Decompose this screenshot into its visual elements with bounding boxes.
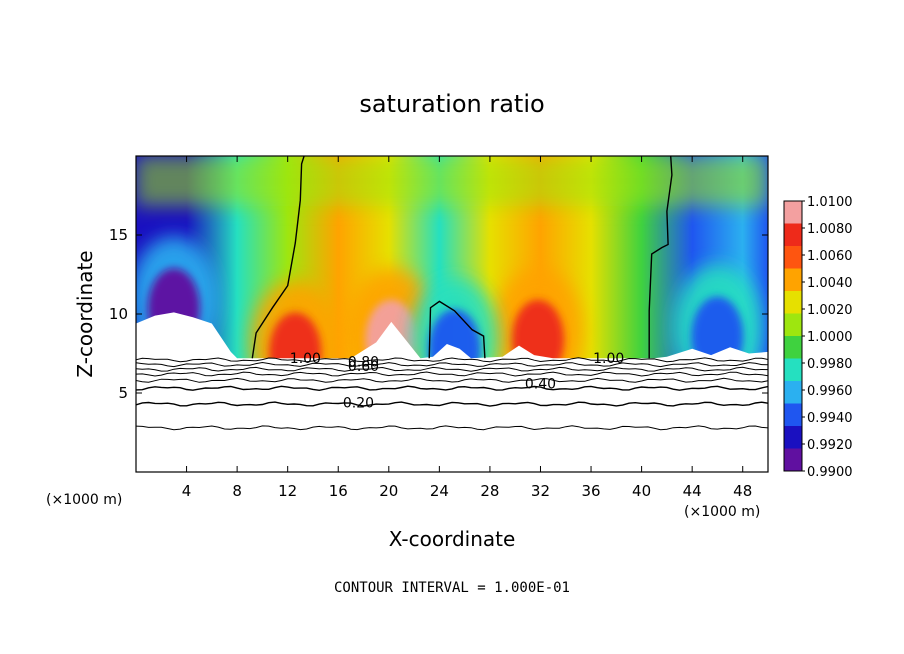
contour-label: 1.00 (290, 351, 321, 367)
contour-label: 0.20 (343, 395, 374, 411)
upper-field-wash (136, 156, 768, 206)
colorbar-label: 1.0040 (807, 276, 853, 291)
x-unit-left: (×1000 m) (46, 492, 122, 508)
x-tick-label: 28 (480, 482, 499, 500)
colorbar-segment (784, 201, 802, 224)
contour-label: 0.60 (348, 359, 379, 375)
x-tick-label: 8 (232, 482, 242, 500)
colorbar-segment (784, 336, 802, 359)
x-tick-label: 48 (733, 482, 752, 500)
x-tick-label: 24 (430, 482, 449, 500)
colorbar-label: 0.9900 (807, 465, 853, 480)
contour-line (136, 371, 768, 377)
colorbar-segment (784, 448, 802, 471)
y-axis: 5 10 15 (109, 226, 768, 402)
contour-interval-note: CONTOUR INTERVAL = 1.000E-01 (334, 580, 570, 596)
colorbar-label: 0.9940 (807, 411, 853, 426)
colorbar-label: 0.9980 (807, 357, 853, 372)
x-tick-label: 20 (379, 482, 398, 500)
x-tick-label: 16 (329, 482, 348, 500)
y-tick-label: 15 (109, 226, 128, 244)
plot-area: 1.00 0.800.60 0.40 0.20 1.00 (136, 156, 768, 472)
y-axis-label: Z-coordinate (73, 250, 97, 377)
colorbar-label: 0.9960 (807, 384, 853, 399)
x-tick-label: 32 (531, 482, 550, 500)
contour-line (136, 377, 768, 383)
colorbar-label: 1.0000 (807, 330, 853, 345)
contour-line (136, 357, 768, 363)
contour-line (136, 425, 768, 431)
chart-title: saturation ratio (359, 90, 544, 118)
colorbar: 1.0100 1.0080 1.0060 1.0040 1.0020 1.0000 0.99… (783, 195, 853, 480)
colorbar-segment (784, 268, 802, 291)
unity-contour (251, 156, 673, 359)
colorbar-segment (784, 246, 802, 269)
colorbar-segment (784, 358, 802, 381)
x-axis-label: X-coordinate (389, 527, 516, 551)
contour-label: 1.00 (593, 351, 624, 367)
contour-label: 0.80 (348, 354, 379, 370)
x-tick-label: 4 (182, 482, 192, 500)
contour-label: 0.40 (525, 377, 556, 393)
contour-line (136, 401, 768, 407)
contour-labels: 1.00 0.800.60 0.40 0.20 1.00 (290, 351, 625, 411)
colorbar-segment (784, 223, 802, 246)
colorbar-label: 1.0060 (807, 249, 853, 264)
colorbar-label: 0.9920 (807, 438, 853, 453)
colorbar-segment (784, 426, 802, 449)
colorbar-segment (784, 313, 802, 336)
x-tick-label: 40 (632, 482, 651, 500)
y-tick-label: 10 (109, 305, 128, 323)
x-tick-label: 36 (581, 482, 600, 500)
colorbar-segment (784, 291, 802, 314)
contour-line (136, 361, 768, 368)
contour-lines (136, 357, 768, 431)
contour-line (136, 366, 768, 372)
colorbar-label: 1.0020 (807, 303, 853, 318)
x-tick-label: 44 (683, 482, 702, 500)
x-tick-label: 12 (278, 482, 297, 500)
contour-line (136, 385, 768, 392)
y-tick-label: 5 (118, 384, 128, 402)
colorbar-label: 1.0100 (807, 195, 853, 210)
x-unit-right: (×1000 m) (684, 504, 760, 520)
terrain-mask (136, 312, 768, 472)
x-axis: 4 8 12 16 20 24 28 32 36 40 44 48 (182, 156, 752, 500)
colorbar-segment (784, 403, 802, 426)
colorbar-segment (784, 381, 802, 404)
colorbar-label: 1.0080 (807, 222, 853, 237)
